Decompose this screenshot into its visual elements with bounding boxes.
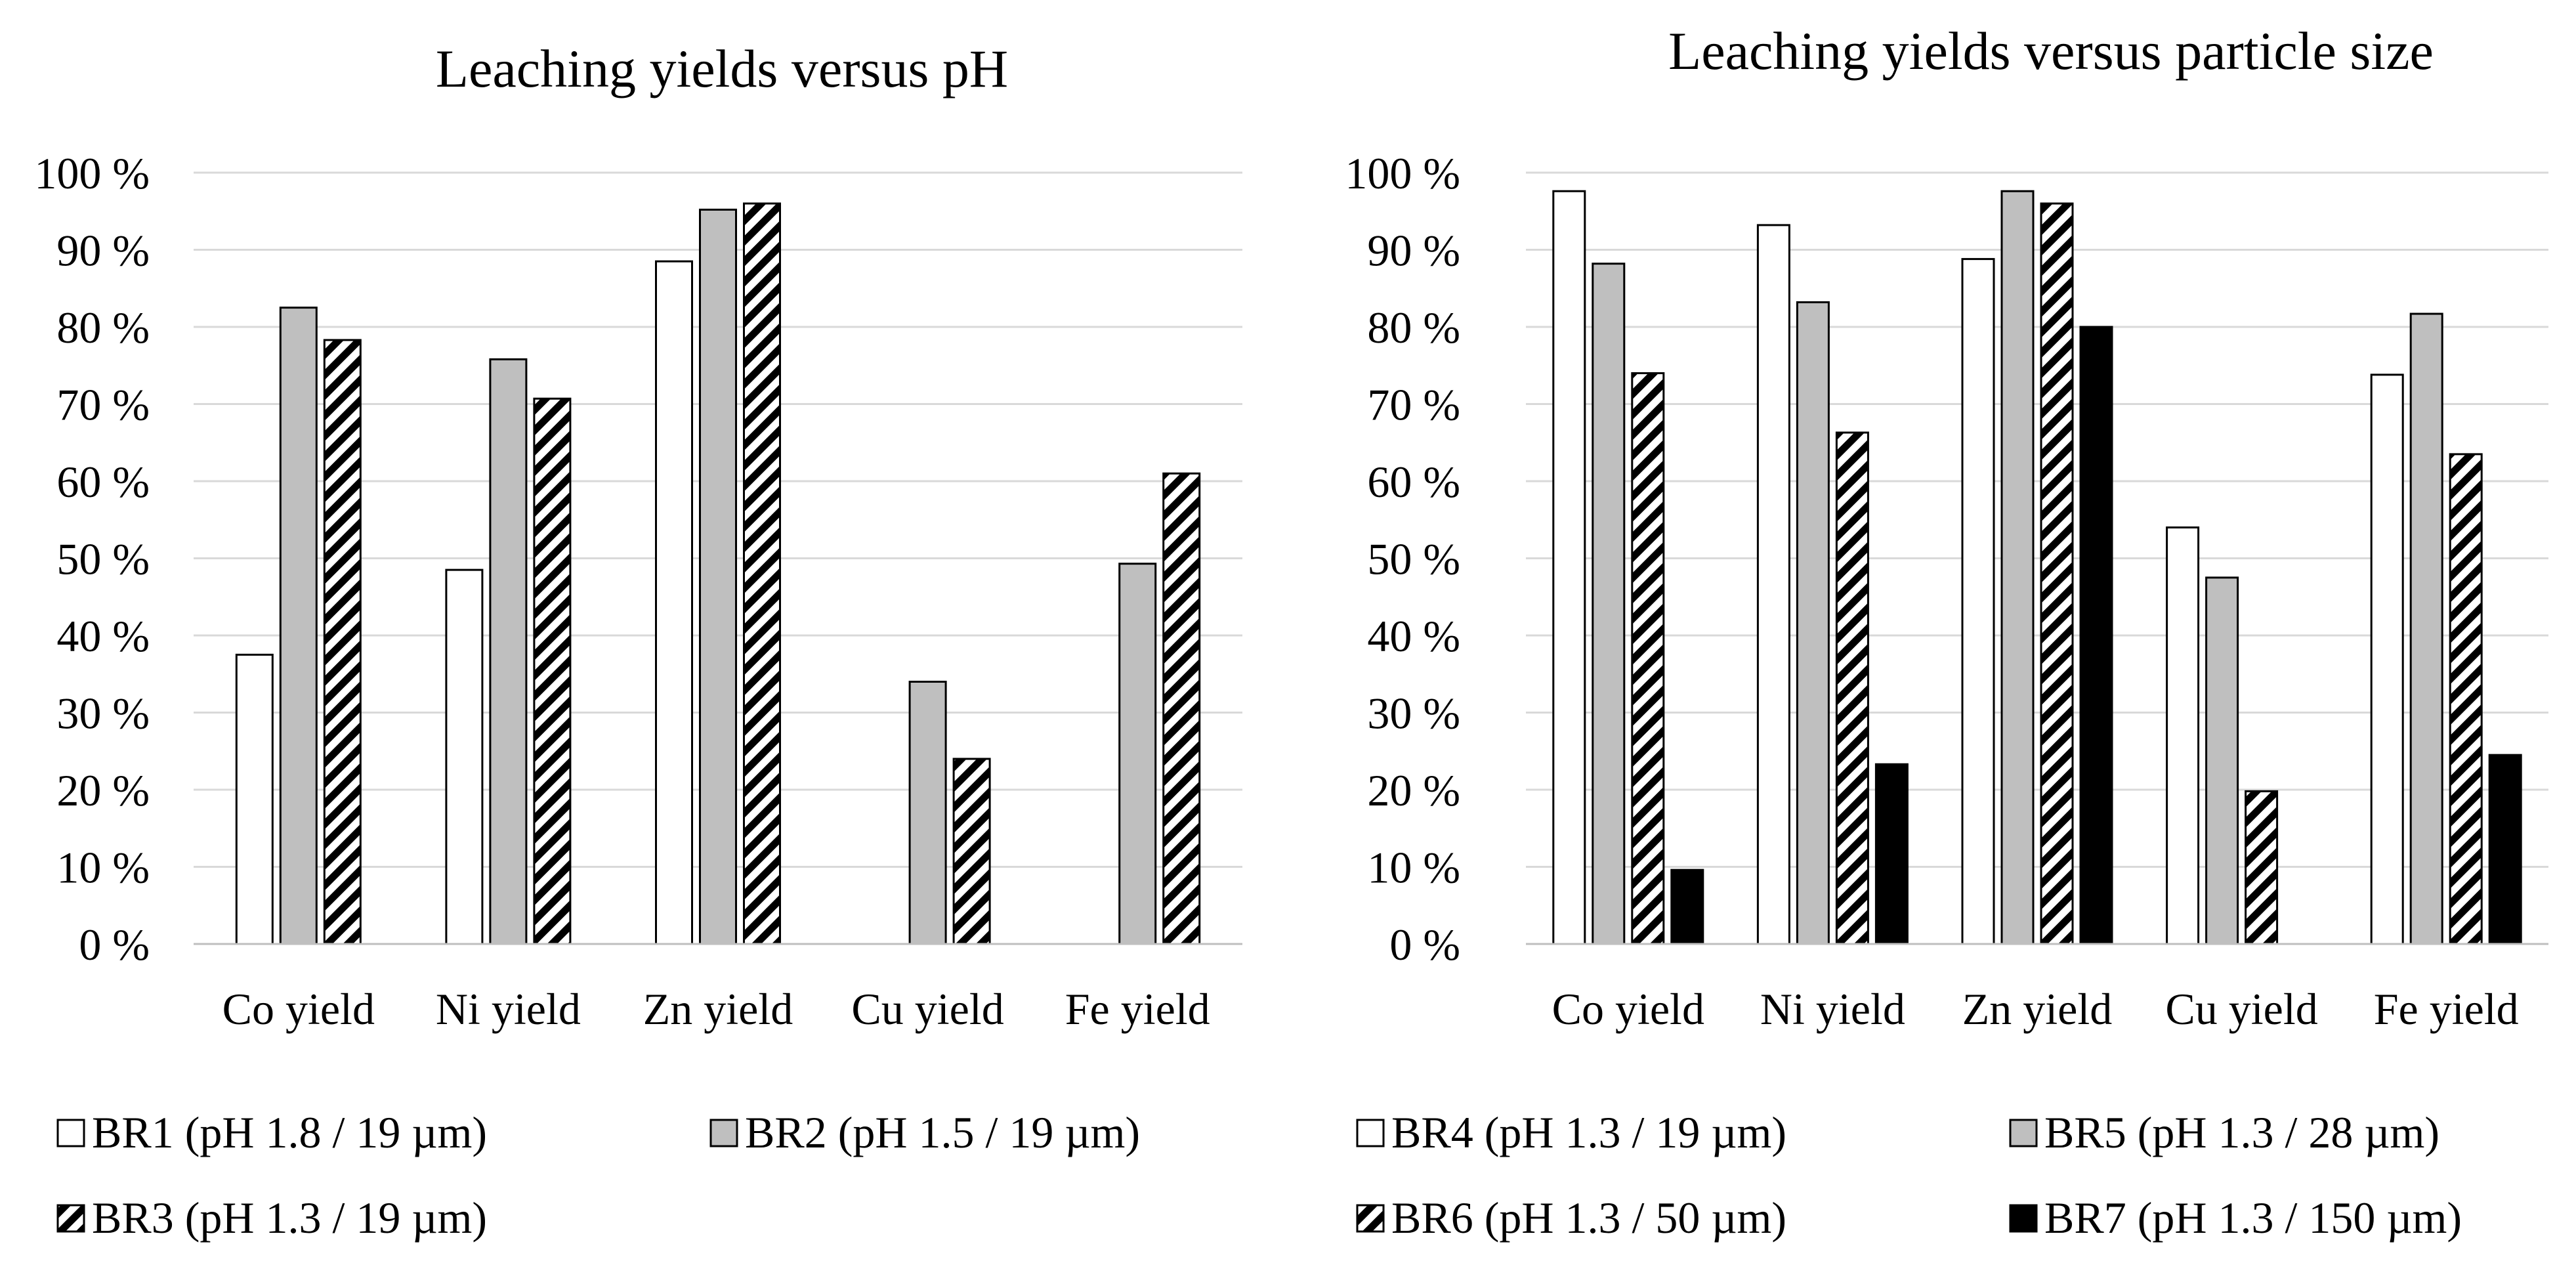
chart-size-bar-4-2	[2449, 453, 2483, 945]
legend-label-br7: BR7 (pH 1.3 / 150 µm)	[2044, 1193, 2462, 1243]
chart-ph-bar-2-0	[655, 260, 693, 945]
legend-swatch-br4	[1356, 1119, 1385, 1147]
chart-size-category-3: Cu yield	[2165, 984, 2317, 1034]
chart-ph-bar-0-0	[235, 653, 274, 945]
legend-label-br1: BR1 (pH 1.8 / 19 µm)	[92, 1107, 487, 1157]
chart-ph-ytick-7: 70 %	[56, 380, 150, 430]
chart-size-ytick-9: 90 %	[1367, 226, 1460, 276]
chart-size-ytick-1: 10 %	[1367, 843, 1460, 893]
legend-label-br4: BR4 (pH 1.3 / 19 µm)	[1391, 1107, 1786, 1157]
chart-ph-bar-1-2	[533, 397, 572, 945]
chart-ph-ytick-4: 40 %	[56, 611, 150, 661]
chart-ph-ytick-10: 100 %	[34, 148, 150, 198]
chart-ph-bar-1-1	[489, 358, 528, 945]
chart-size-bar-0-0	[1552, 190, 1586, 945]
chart-size-bar-4-0	[2370, 374, 2404, 945]
chart-ph-category-0: Co yield	[222, 984, 375, 1034]
chart-size-ytick-5: 50 %	[1367, 534, 1460, 584]
chart-size-ytick-0: 0 %	[1389, 920, 1460, 970]
chart-ph-bar-3-1	[908, 681, 947, 945]
chart-size-bar-3-0	[2166, 526, 2200, 945]
chart-size-ytick-4: 40 %	[1367, 611, 1460, 661]
chart-ph-ytick-8: 80 %	[56, 303, 150, 353]
chart-size-legend: BR4 (pH 1.3 / 19 µm) BR5 (pH 1.3 / 28 µm…	[1356, 1107, 2462, 1243]
chart-size-bar-1-2	[1835, 431, 1869, 945]
chart-size-ytick-6: 60 %	[1367, 457, 1460, 507]
chart-size-bar-1-3	[1874, 763, 1909, 945]
chart-size-bar-1-1	[1796, 301, 1830, 945]
chart-ph-category-2: Zn yield	[643, 984, 793, 1034]
chart-ph-ytick-0: 0 %	[79, 920, 150, 970]
chart-ph-category-1: Ni yield	[436, 984, 581, 1034]
chart-size-bar-1-0	[1756, 224, 1790, 945]
legend-label-br3: BR3 (pH 1.3 / 19 µm)	[92, 1193, 487, 1243]
chart-size-bar-0-3	[1670, 868, 1704, 945]
chart-ph-bar-0-2	[323, 339, 362, 945]
chart-ph: Leaching yields versus pH 0 % 10 % 20 % …	[34, 39, 1242, 1243]
chart-ph-y-ticks: 0 % 10 % 20 % 30 % 40 % 50 % 60 % 70 % 8…	[34, 148, 150, 970]
chart-ph-bar-2-2	[743, 202, 781, 945]
chart-ph-ytick-2: 20 %	[56, 765, 150, 815]
chart-ph-bar-4-1	[1118, 563, 1157, 945]
chart-size-bar-4-1	[2409, 312, 2443, 945]
chart-ph-category-3: Cu yield	[851, 984, 1003, 1034]
legend-swatch-br6	[1356, 1204, 1385, 1233]
chart-size-category-4: Fe yield	[2374, 984, 2519, 1034]
chart-ph-legend: BR1 (pH 1.8 / 19 µm) BR2 (pH 1.5 / 19 µm…	[56, 1107, 1140, 1243]
chart-size-ytick-3: 30 %	[1367, 689, 1460, 739]
chart-size-bars	[1552, 190, 2522, 945]
chart-size-categories: Co yield Ni yield Zn yield Cu yield Fe y…	[1552, 984, 2519, 1034]
chart-size-bar-0-1	[1592, 263, 1626, 945]
chart-ph-ytick-6: 60 %	[56, 457, 150, 507]
chart-size-bar-3-1	[2205, 576, 2239, 945]
chart-ph-title: Leaching yields versus pH	[436, 39, 1008, 98]
chart-size-category-1: Ni yield	[1760, 984, 1905, 1034]
chart-ph-bars	[235, 202, 1201, 945]
chart-ph-bar-0-1	[279, 307, 318, 945]
chart-size-bar-3-2	[2245, 790, 2279, 945]
chart-size-category-2: Zn yield	[1962, 984, 2113, 1034]
chart-ph-bar-2-1	[699, 208, 737, 945]
legend-swatch-br2	[709, 1119, 738, 1147]
chart-size-bar-2-1	[2000, 190, 2035, 945]
chart-size-bar-2-3	[2079, 326, 2113, 945]
chart-ph-bar-3-2	[952, 758, 991, 945]
chart-size-bar-2-2	[2040, 202, 2074, 945]
chart-size-bar-0-2	[1631, 372, 1665, 945]
legend-label-br5: BR5 (pH 1.3 / 28 µm)	[2044, 1107, 2439, 1157]
chart-size-ytick-10: 100 %	[1345, 148, 1460, 198]
chart-size-title: Leaching yields versus particle size	[1668, 21, 2434, 81]
chart-ph-ytick-1: 10 %	[56, 843, 150, 893]
chart-size-y-ticks: 0 % 10 % 20 % 30 % 40 % 50 % 60 % 70 % 8…	[1345, 148, 1460, 970]
chart-ph-ytick-9: 90 %	[56, 226, 150, 276]
chart-size-ytick-7: 70 %	[1367, 380, 1460, 430]
chart-ph-bar-1-0	[445, 568, 484, 945]
legend-label-br6: BR6 (pH 1.3 / 50 µm)	[1391, 1193, 1786, 1243]
chart-size-bar-4-3	[2488, 754, 2522, 945]
legend-label-br2: BR2 (pH 1.5 / 19 µm)	[745, 1107, 1140, 1157]
chart-particle-size: Leaching yields versus particle size 0 %…	[1345, 21, 2548, 1243]
legend-swatch-br7	[2009, 1204, 2038, 1233]
chart-ph-bar-4-2	[1162, 472, 1201, 945]
legend-swatch-br3	[56, 1204, 85, 1233]
chart-size-category-0: Co yield	[1552, 984, 1704, 1034]
legend-swatch-br1	[56, 1119, 85, 1147]
chart-ph-categories: Co yield Ni yield Zn yield Cu yield Fe y…	[222, 984, 1210, 1034]
chart-size-ytick-2: 20 %	[1367, 765, 1460, 815]
chart-ph-ytick-5: 50 %	[56, 534, 150, 584]
legend-swatch-br5	[2009, 1119, 2038, 1147]
chart-size-bar-2-0	[1961, 258, 1995, 945]
chart-ph-category-4: Fe yield	[1065, 984, 1210, 1034]
chart-size-ytick-8: 80 %	[1367, 303, 1460, 353]
chart-ph-ytick-3: 30 %	[56, 689, 150, 739]
